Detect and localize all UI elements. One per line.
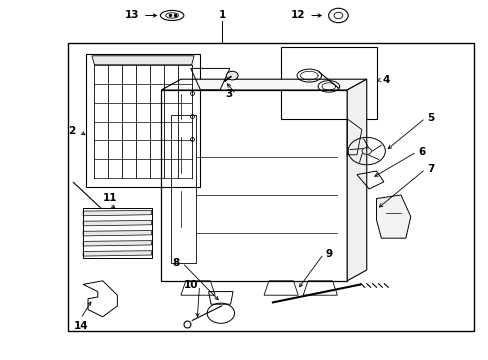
Polygon shape [161,79,366,90]
Text: 13: 13 [124,10,139,21]
Text: 14: 14 [73,321,88,332]
Polygon shape [83,240,151,246]
Polygon shape [346,79,366,281]
Polygon shape [92,56,194,65]
Polygon shape [83,230,151,236]
Bar [171,115,195,263]
Text: 1: 1 [219,10,225,21]
Bar [85,54,200,187]
Text: 9: 9 [325,249,332,259]
Bar [68,43,473,331]
Bar [161,90,346,281]
Polygon shape [83,210,151,216]
Text: 7: 7 [426,164,433,174]
Bar [83,207,151,258]
Text: 10: 10 [183,280,198,291]
Text: 5: 5 [426,113,433,123]
Text: 2: 2 [68,126,76,136]
Text: 6: 6 [417,147,425,157]
Bar [281,47,376,119]
Text: 11: 11 [102,193,117,203]
Polygon shape [83,251,151,256]
Text: 4: 4 [382,75,389,85]
Circle shape [226,71,238,80]
Polygon shape [83,220,151,226]
Text: 12: 12 [290,10,305,21]
Text: 3: 3 [224,89,232,99]
Polygon shape [376,195,410,238]
Text: 8: 8 [172,258,179,268]
